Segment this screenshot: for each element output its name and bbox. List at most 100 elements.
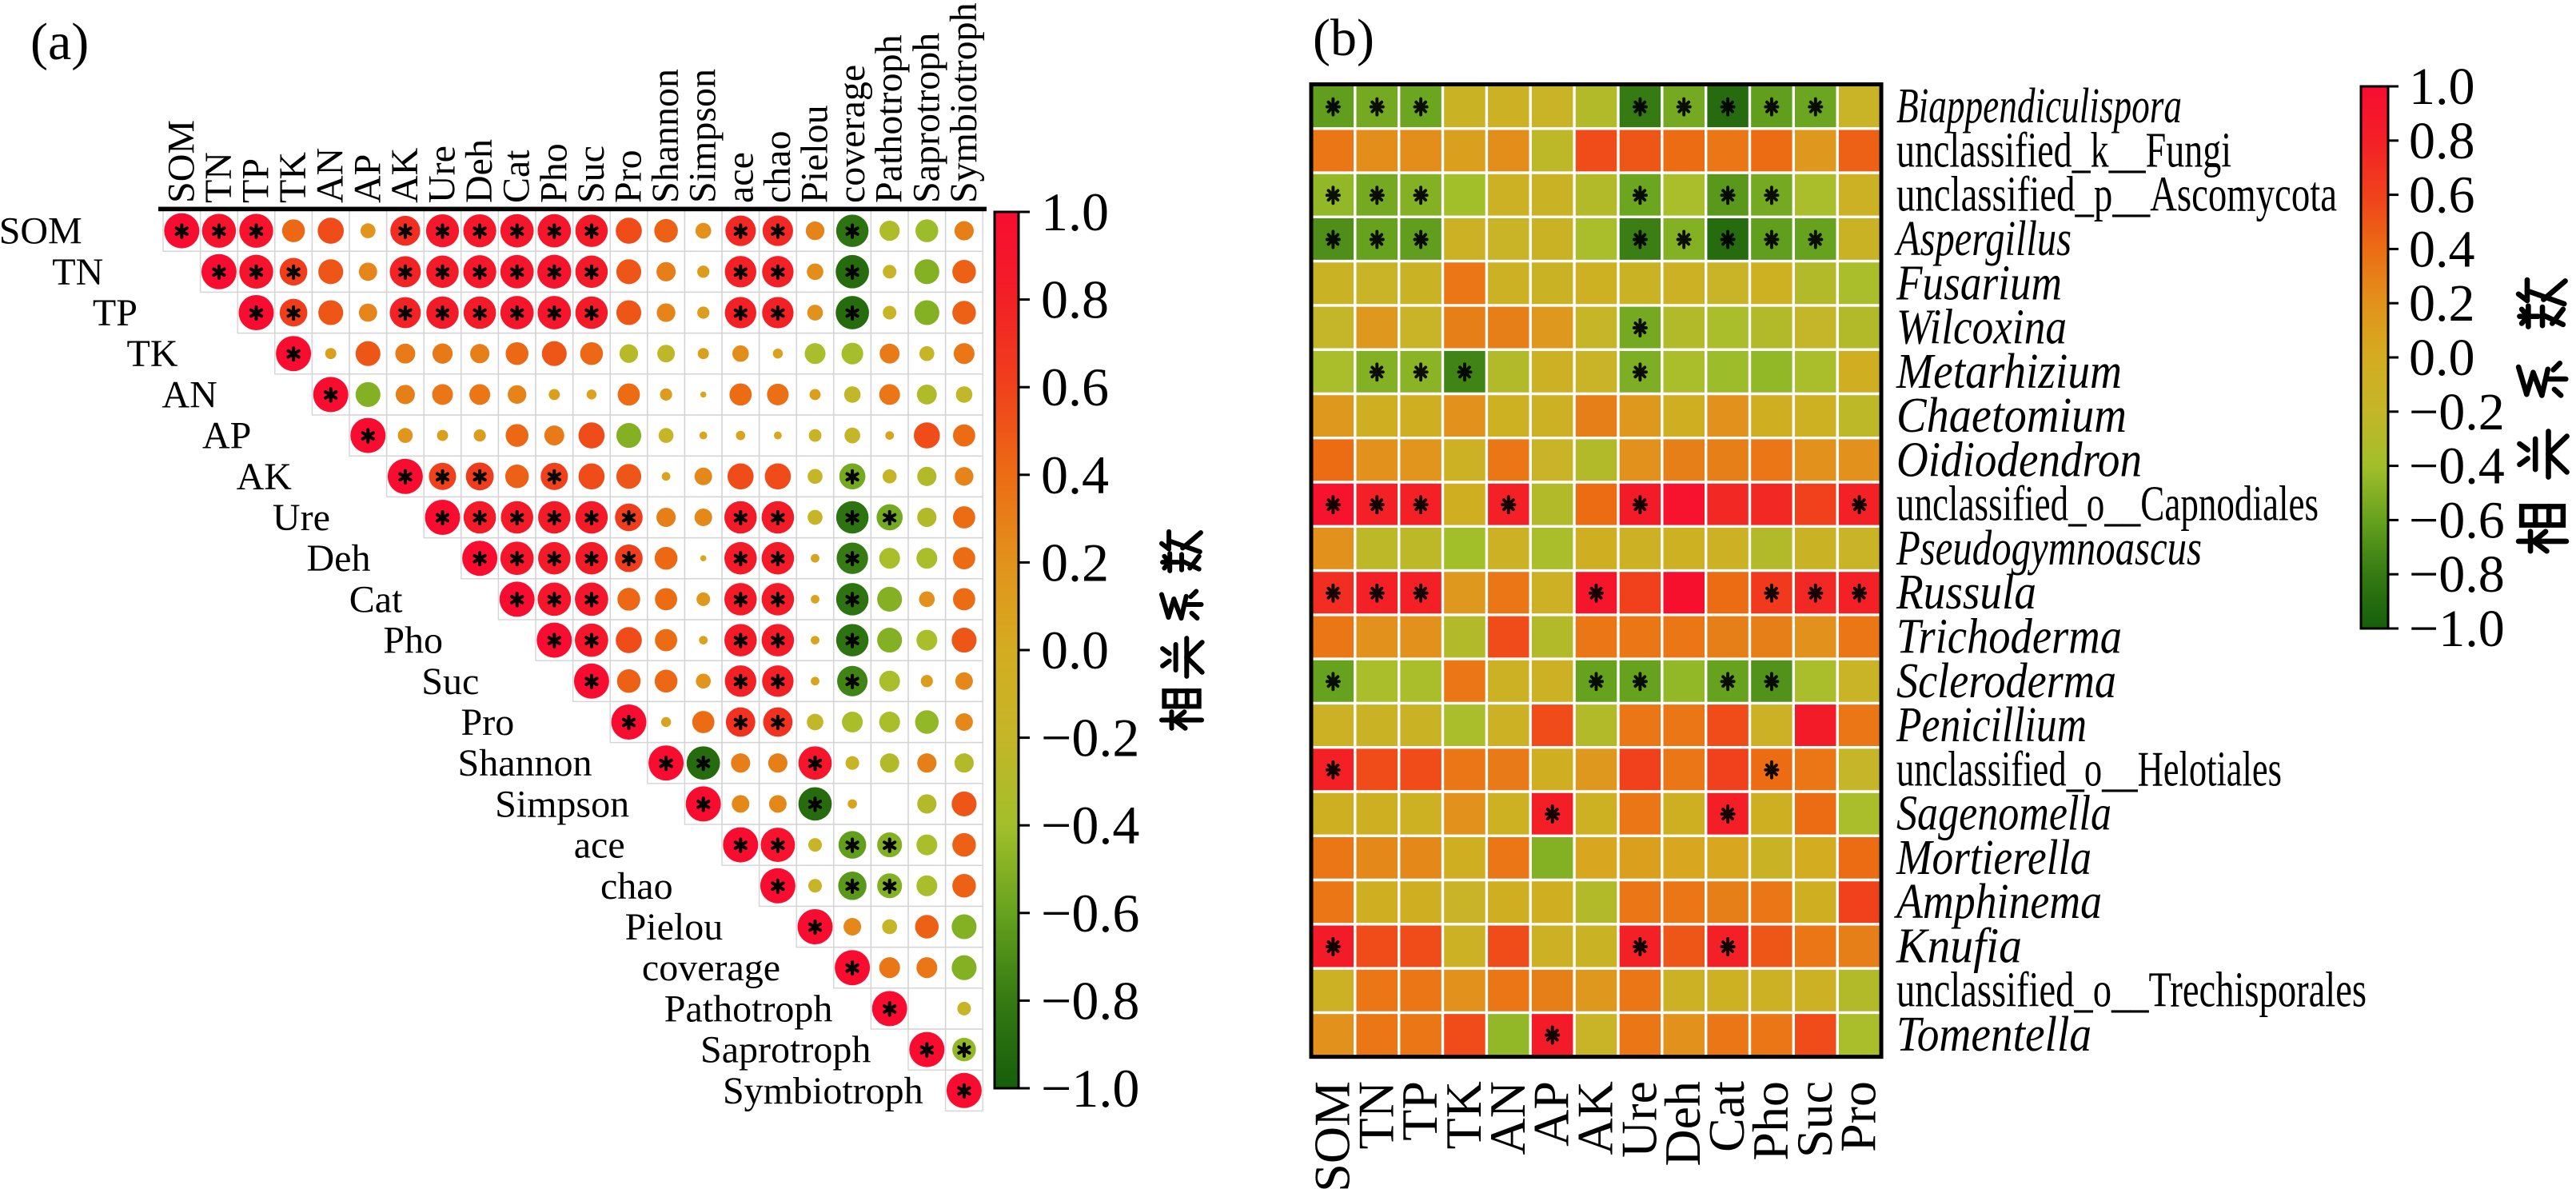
svg-text:Amphinema: Amphinema xyxy=(1894,875,2102,929)
svg-text:Pathotroph: Pathotroph xyxy=(868,34,911,203)
svg-text:0.8: 0.8 xyxy=(1041,269,1109,330)
svg-text:AN: AN xyxy=(1479,1081,1536,1155)
svg-text:Deh: Deh xyxy=(307,537,371,580)
svg-text:Chaetomium: Chaetomium xyxy=(1896,389,2127,443)
svg-text:Wilcoxina: Wilcoxina xyxy=(1896,301,2067,355)
svg-text:Russula: Russula xyxy=(1896,565,2036,620)
svg-text:Simpson: Simpson xyxy=(495,783,629,825)
svg-text:0.0: 0.0 xyxy=(1041,620,1109,680)
svg-text:−0.6: −0.6 xyxy=(1041,883,1139,944)
svg-text:0.8: 0.8 xyxy=(2409,112,2475,170)
svg-text:Cat: Cat xyxy=(349,578,403,620)
svg-text:−0.4: −0.4 xyxy=(1041,795,1139,856)
svg-text:AP: AP xyxy=(346,154,389,203)
svg-text:SOM: SOM xyxy=(1303,1081,1360,1189)
svg-text:AP: AP xyxy=(202,415,251,457)
svg-text:Aspergillus: Aspergillus xyxy=(1894,212,2072,266)
svg-text:−0.4: −0.4 xyxy=(2409,437,2505,496)
svg-text:TN: TN xyxy=(1347,1081,1404,1149)
svg-text:unclassified_o__Capnodiales: unclassified_o__Capnodiales xyxy=(1896,477,2319,532)
svg-text:TP: TP xyxy=(93,292,138,334)
svg-text:Trichoderma: Trichoderma xyxy=(1896,610,2122,664)
svg-text:Pathotroph: Pathotroph xyxy=(664,988,833,1030)
svg-text:Pho: Pho xyxy=(532,143,575,203)
svg-text:Pro: Pro xyxy=(461,701,515,744)
svg-text:AK: AK xyxy=(384,147,426,203)
svg-text:Shannon: Shannon xyxy=(644,69,687,203)
svg-text:AP: AP xyxy=(1523,1081,1580,1147)
svg-text:AN: AN xyxy=(309,148,352,203)
svg-text:Pho: Pho xyxy=(1742,1081,1799,1161)
svg-text:AK: AK xyxy=(237,456,293,498)
svg-text:Scleroderma: Scleroderma xyxy=(1896,654,2116,708)
svg-text:Saprotroph: Saprotroph xyxy=(905,33,947,203)
svg-text:coverage: coverage xyxy=(642,947,780,989)
svg-text:Cat: Cat xyxy=(496,150,538,203)
svg-text:−0.2: −0.2 xyxy=(1041,708,1139,768)
svg-text:SOM: SOM xyxy=(160,120,202,203)
svg-text:(b): (b) xyxy=(1313,9,1374,67)
svg-text:TP: TP xyxy=(1391,1081,1448,1141)
svg-text:0.4: 0.4 xyxy=(2409,220,2475,278)
svg-text:Deh: Deh xyxy=(458,139,500,203)
svg-text:Biappendiculispora: Biappendiculispora xyxy=(1896,79,2182,134)
svg-text:−0.6: −0.6 xyxy=(2409,491,2505,549)
svg-text:0.0: 0.0 xyxy=(2409,329,2475,387)
svg-text:1.0: 1.0 xyxy=(1041,182,1109,242)
svg-text:TK: TK xyxy=(272,152,314,203)
svg-text:−0.8: −0.8 xyxy=(2409,545,2505,604)
svg-text:Ure: Ure xyxy=(273,497,330,539)
svg-text:AK: AK xyxy=(1567,1081,1624,1155)
svg-text:Symbiotroph: Symbiotroph xyxy=(943,2,985,203)
svg-text:Oidiodendron: Oidiodendron xyxy=(1896,433,2142,487)
svg-text:unclassified_p__Ascomycota: unclassified_p__Ascomycota xyxy=(1896,168,2337,222)
svg-text:Symbiotroph: Symbiotroph xyxy=(723,1070,923,1112)
svg-text:0.2: 0.2 xyxy=(2409,274,2475,333)
svg-text:TK: TK xyxy=(127,333,178,375)
svg-text:Sagenomella: Sagenomella xyxy=(1896,787,2111,841)
svg-text:Pro: Pro xyxy=(608,150,650,203)
svg-text:Penicillium: Penicillium xyxy=(1896,698,2087,752)
svg-text:(a): (a) xyxy=(30,13,89,71)
svg-text:ace: ace xyxy=(574,824,625,867)
svg-text:0.4: 0.4 xyxy=(1041,445,1109,505)
svg-text:unclassified_o__Trechisporales: unclassified_o__Trechisporales xyxy=(1896,964,2367,1018)
svg-text:TN: TN xyxy=(197,152,240,203)
svg-text:chao: chao xyxy=(600,865,673,908)
svg-text:Saprotroph: Saprotroph xyxy=(700,1029,871,1071)
svg-text:coverage: coverage xyxy=(831,65,873,203)
svg-text:Cat: Cat xyxy=(1698,1081,1755,1152)
svg-text:Metarhizium: Metarhizium xyxy=(1896,345,2122,399)
svg-text:unclassified_k__Fungi: unclassified_k__Fungi xyxy=(1896,123,2231,178)
svg-text:Pro: Pro xyxy=(1830,1081,1887,1152)
svg-text:TN: TN xyxy=(52,251,103,293)
svg-text:Pielou: Pielou xyxy=(625,906,724,948)
svg-text:−0.2: −0.2 xyxy=(2409,383,2505,441)
svg-text:Tomentella: Tomentella xyxy=(1896,1007,2092,1062)
svg-text:Mortierella: Mortierella xyxy=(1896,831,2092,885)
svg-text:Knufia: Knufia xyxy=(1896,920,2022,974)
svg-text:Suc: Suc xyxy=(1786,1081,1843,1158)
svg-text:Fusarium: Fusarium xyxy=(1896,256,2062,310)
svg-text:−1.0: −1.0 xyxy=(1041,1058,1139,1119)
svg-text:Pseudogymnoascus: Pseudogymnoascus xyxy=(1896,521,2202,576)
svg-text:AN: AN xyxy=(161,373,217,416)
svg-text:−1.0: −1.0 xyxy=(2409,600,2505,658)
svg-text:TK: TK xyxy=(1435,1081,1492,1149)
svg-text:Suc: Suc xyxy=(421,660,479,703)
svg-text:Pho: Pho xyxy=(383,620,443,662)
svg-text:ace: ace xyxy=(719,152,761,203)
svg-text:Simpson: Simpson xyxy=(682,69,724,203)
svg-text:Ure: Ure xyxy=(1610,1081,1667,1158)
svg-text:SOM: SOM xyxy=(0,210,82,253)
svg-text:Deh: Deh xyxy=(1654,1081,1711,1167)
svg-text:Pielou: Pielou xyxy=(794,105,836,203)
svg-text:Suc: Suc xyxy=(570,146,612,203)
svg-text:Ure: Ure xyxy=(421,146,464,203)
svg-text:1.0: 1.0 xyxy=(2409,58,2475,116)
svg-text:chao: chao xyxy=(756,130,799,203)
svg-text:0.2: 0.2 xyxy=(1041,532,1109,593)
svg-text:Shannon: Shannon xyxy=(458,742,592,784)
svg-text:TP: TP xyxy=(235,158,277,203)
svg-text:0.6: 0.6 xyxy=(1041,357,1109,417)
